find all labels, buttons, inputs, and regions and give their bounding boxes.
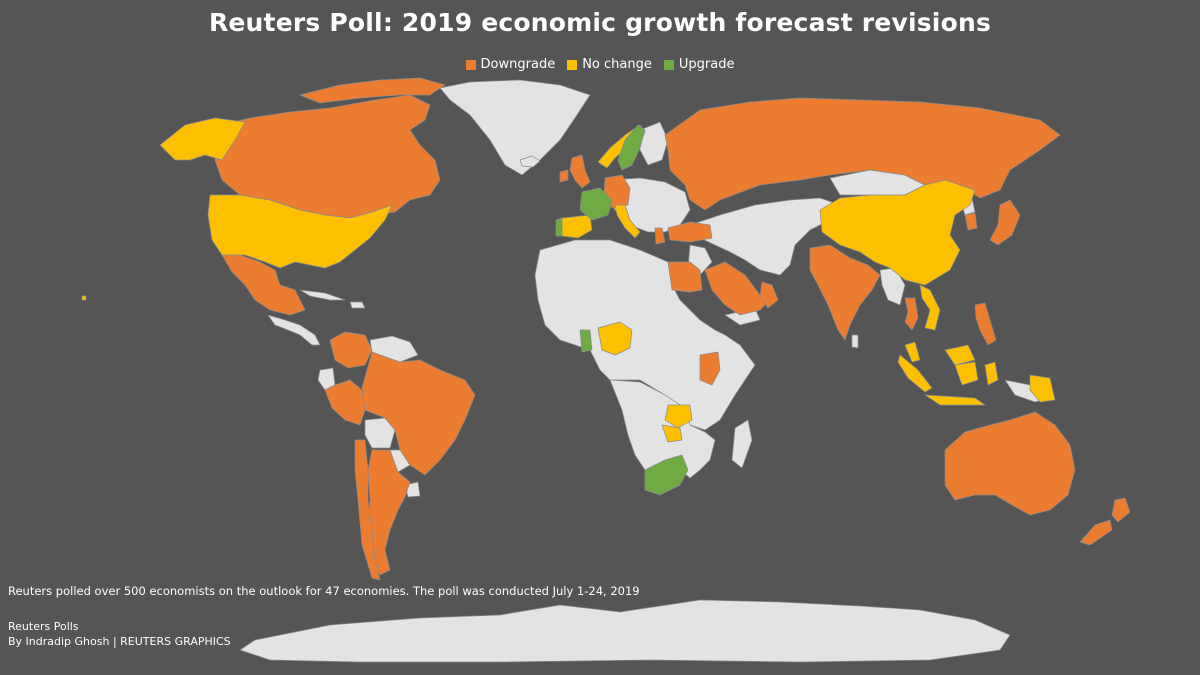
country-hispaniola (349, 301, 366, 309)
country-china (819, 179, 976, 286)
country-indonesia-sulawesi (984, 361, 999, 386)
country-italy (614, 204, 641, 239)
country-madagascar (731, 419, 753, 469)
country-cuba (299, 289, 346, 301)
country-thailand (904, 297, 919, 331)
legend-swatch-no-change (567, 59, 578, 70)
country-south-africa (644, 454, 689, 496)
country-canada-islands (299, 77, 446, 104)
legend-label-upgrade: Upgrade (678, 57, 735, 72)
country-finland (639, 121, 669, 166)
country-vietnam (919, 284, 941, 331)
country-new-zealand-south (1079, 519, 1113, 546)
country-south-korea (964, 212, 978, 231)
country-united-states (207, 194, 393, 269)
region-central-asia (689, 197, 841, 276)
country-ghana (579, 329, 593, 353)
country-saudi-arabia (704, 261, 771, 316)
country-greenland (439, 79, 591, 176)
country-egypt (667, 261, 703, 293)
no-change-countries (81, 117, 1056, 443)
country-france (579, 187, 613, 221)
country-malaysia (904, 341, 921, 363)
country-australia (944, 411, 1076, 516)
country-sweden (617, 124, 646, 171)
state-alaska (159, 117, 246, 161)
downgrade-countries (214, 77, 1131, 581)
upgrade-countries (555, 124, 689, 496)
country-malaysia-east (944, 344, 976, 366)
country-zambia (664, 404, 693, 429)
country-nigeria (597, 321, 633, 356)
footnote: Reuters polled over 500 economists on th… (8, 584, 640, 598)
country-sri-lanka (851, 334, 859, 349)
country-indonesia-sumatra (897, 354, 933, 393)
country-mexico (221, 254, 306, 316)
country-united-kingdom (569, 154, 591, 189)
country-spain (561, 214, 593, 239)
country-philippines (974, 302, 997, 346)
country-iceland (519, 155, 541, 168)
legend-item-upgrade: Upgrade (663, 57, 735, 72)
legend-swatch-downgrade (465, 59, 476, 70)
source-label: Reuters Polls (8, 620, 79, 633)
legend: Downgrade No change Upgrade (0, 57, 1200, 72)
country-new-zealand (1111, 497, 1131, 523)
legend-item-downgrade: Downgrade (465, 57, 556, 72)
region-central-southern-africa (609, 379, 716, 479)
country-colombia (329, 331, 373, 369)
country-indonesia-java (924, 394, 986, 406)
page-title: Reuters Poll: 2019 economic growth forec… (208, 8, 992, 37)
country-ireland (559, 169, 569, 183)
country-peru (324, 379, 366, 426)
country-indonesia-borneo (954, 361, 979, 386)
legend-label-no-change: No change (582, 57, 652, 72)
country-brazil (361, 351, 476, 476)
country-chile (354, 439, 381, 581)
country-india (809, 244, 881, 341)
country-kenya (699, 351, 721, 386)
country-zimbabwe (661, 424, 683, 443)
legend-label-downgrade: Downgrade (480, 57, 556, 72)
country-indonesia-east (1029, 374, 1056, 403)
legend-item-no-change: No change (567, 57, 652, 72)
country-japan (989, 199, 1021, 246)
country-antarctica (239, 599, 1011, 663)
legend-swatch-upgrade (663, 59, 674, 70)
byline: By Indradip Ghosh | REUTERS GRAPHICS (8, 635, 231, 648)
country-oman (759, 281, 779, 309)
country-portugal (555, 217, 563, 237)
country-turkey (667, 221, 713, 243)
region-central-america (267, 314, 321, 346)
state-hawaii (81, 295, 87, 301)
country-greece (654, 227, 666, 245)
